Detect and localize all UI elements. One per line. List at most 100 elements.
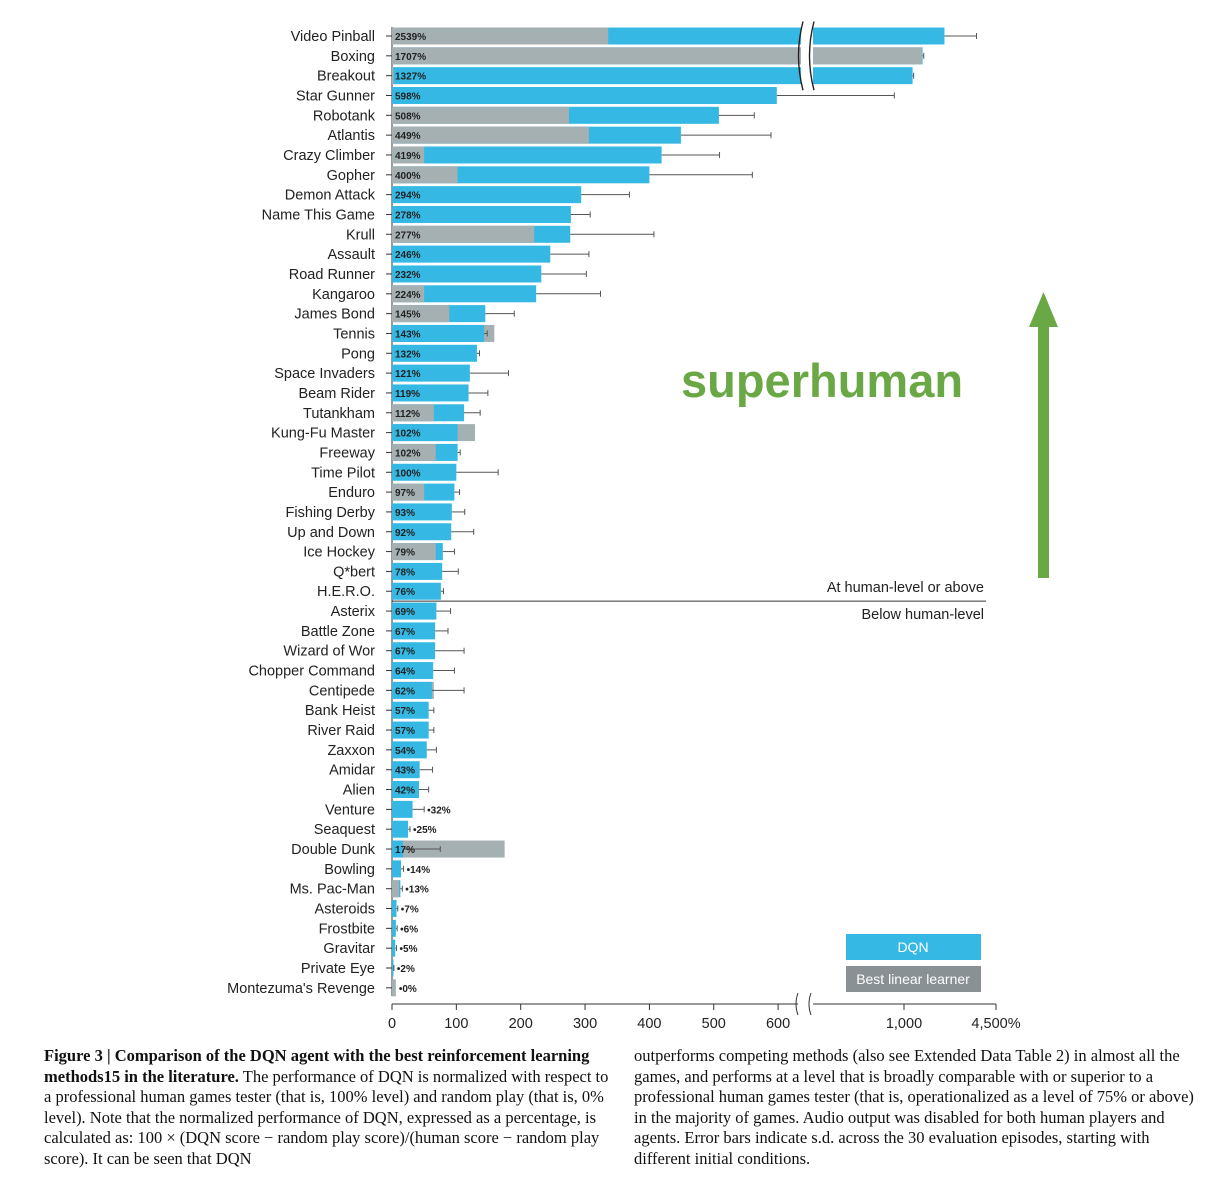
x-tick-label: 300	[573, 1016, 597, 1032]
category-label-kangaroo: Kangaroo	[312, 287, 375, 303]
value-label: 62%	[395, 686, 415, 697]
human-level-above-label: At human-level or above	[827, 580, 984, 596]
category-label-frostbite: Frostbite	[319, 921, 375, 937]
category-label-ms-pac-man: Ms. Pac-Man	[290, 882, 375, 898]
value-label: 42%	[395, 786, 415, 797]
category-label-montezuma-s-revenge: Montezuma's Revenge	[227, 981, 375, 997]
category-label-wizard-of-wor: Wizard of Wor	[283, 644, 375, 660]
x-axis-break-mark	[808, 992, 812, 1016]
x-tick-label: 400	[637, 1016, 661, 1032]
category-label-battle-zone: Battle Zone	[301, 624, 375, 640]
category-label-gravitar: Gravitar	[323, 941, 375, 957]
category-label-pong: Pong	[341, 346, 375, 362]
value-label: 100%	[395, 468, 421, 479]
dqn-bar	[392, 840, 403, 858]
linear-bar	[392, 27, 609, 45]
dqn-bar	[392, 900, 397, 918]
value-label: •6%	[400, 924, 418, 935]
value-label: 57%	[395, 726, 415, 737]
category-label-james-bond: James Bond	[294, 307, 375, 323]
value-label: •0%	[399, 984, 417, 995]
category-label-bowling: Bowling	[324, 862, 375, 878]
linear-bar	[392, 404, 434, 422]
value-label: 54%	[395, 746, 415, 757]
dqn-bar	[392, 721, 429, 739]
dqn-bar	[392, 146, 662, 164]
dqn-bar	[392, 642, 436, 660]
value-label: •25%	[413, 825, 437, 836]
value-label: 400%	[395, 171, 421, 182]
dqn-bar	[392, 265, 542, 283]
dqn-bar	[392, 939, 396, 957]
category-label-centipede: Centipede	[309, 683, 375, 699]
category-label-assault: Assault	[327, 247, 375, 263]
linear-bar	[392, 146, 425, 164]
value-label: 121%	[395, 369, 421, 380]
dqn-comparison-chart: Video Pinball 2539% Boxing 1707% Breakout 132…	[227, 21, 1058, 1032]
category-label-kung-fu-master: Kung-Fu Master	[271, 426, 375, 442]
x-tick-label: 4,500%	[971, 1016, 1020, 1032]
dqn-bar	[392, 562, 443, 580]
category-label-ice-hockey: Ice Hockey	[303, 545, 375, 561]
value-label: 67%	[395, 647, 415, 658]
dqn-bar	[392, 344, 477, 362]
value-label: 508%	[395, 111, 421, 122]
category-label-road-runner: Road Runner	[289, 267, 375, 283]
category-label-chopper-command: Chopper Command	[248, 664, 375, 680]
category-label-asteroids: Asteroids	[315, 902, 375, 918]
category-label-gopher: Gopher	[327, 168, 376, 184]
value-label: 76%	[395, 587, 415, 598]
figure-caption-left: Figure 3 | Comparison of the DQN agent w…	[44, 1046, 610, 1170]
category-label-crazy-climber: Crazy Climber	[283, 148, 375, 164]
category-label-up-and-down: Up and Down	[287, 525, 375, 541]
dqn-bar	[392, 324, 485, 342]
category-label-beam-rider: Beam Rider	[298, 386, 375, 402]
value-label: 224%	[395, 290, 421, 301]
dqn-bar	[392, 86, 777, 104]
dqn-bar	[392, 761, 420, 779]
dqn-bar	[392, 701, 429, 719]
human-level-below-label: Below human-level	[861, 607, 984, 623]
dqn-bar	[392, 959, 394, 977]
value-label: 67%	[395, 627, 415, 638]
dqn-bar	[392, 602, 437, 620]
value-label: 97%	[395, 488, 415, 499]
dqn-bar	[392, 245, 551, 263]
linear-bar	[392, 443, 436, 461]
value-label: 17%	[395, 845, 415, 856]
x-tick-label: 100	[444, 1016, 468, 1032]
value-label: 294%	[395, 191, 421, 202]
dqn-bar	[392, 384, 469, 402]
category-label-asterix: Asterix	[331, 604, 376, 620]
value-label: •2%	[397, 964, 415, 975]
value-label: 277%	[395, 230, 421, 241]
category-label-bank-heist: Bank Heist	[305, 703, 375, 719]
category-label-atlantis: Atlantis	[327, 128, 375, 144]
linear-bar	[392, 67, 394, 85]
x-tick-label: 500	[702, 1016, 726, 1032]
value-label: •5%	[400, 944, 418, 955]
category-label-venture: Venture	[325, 802, 375, 818]
value-label: 2539%	[395, 32, 426, 43]
x-tick-label: 0	[388, 1016, 396, 1032]
value-label: 102%	[395, 429, 421, 440]
linear-bar	[392, 126, 589, 144]
category-label-tutankham: Tutankham	[303, 406, 375, 422]
linear-bar	[392, 543, 436, 561]
category-label-krull: Krull	[346, 227, 375, 243]
x-tick-label: 1,000	[886, 1016, 922, 1032]
category-label-double-dunk: Double Dunk	[291, 842, 376, 858]
category-label-freeway: Freeway	[319, 445, 375, 461]
category-label-seaquest: Seaquest	[314, 822, 375, 838]
value-label: 119%	[395, 389, 420, 400]
caption-left-text: The performance of DQN is normalized wit…	[44, 1066, 609, 1168]
dqn-bar	[392, 622, 436, 640]
value-label: 79%	[395, 548, 415, 559]
value-label: 112%	[395, 409, 420, 420]
linear-bar	[392, 106, 569, 124]
dqn-bar	[392, 186, 582, 204]
dqn-bar	[392, 503, 452, 521]
value-label: 102%	[395, 448, 421, 459]
category-label-alien: Alien	[343, 783, 375, 799]
value-label: 145%	[395, 310, 421, 321]
